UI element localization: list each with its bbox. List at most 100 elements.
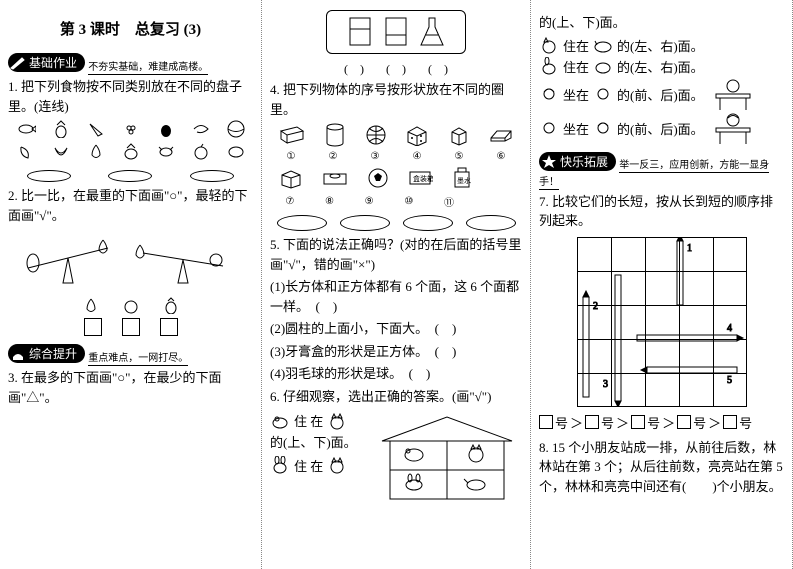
pineapple-icon (51, 120, 71, 138)
box-icon (279, 167, 303, 189)
q1-text: 1. 把下列食物按不同类别放在不同的盘子里。(连线) (8, 77, 253, 116)
pear-icon (86, 142, 106, 160)
cat-icon (539, 36, 559, 54)
eraser-icon (489, 128, 513, 142)
q3-text: 3. 在最多的下面画"○"，在最少的下面画"△"。 (8, 368, 253, 407)
q6-c1: 的(上、下)面。 (539, 13, 784, 33)
beaker-icon (345, 15, 375, 49)
pear-small-icon (81, 296, 101, 314)
label-5: ⑤ (455, 151, 464, 162)
juice-box-icon: 盒装箱 (407, 169, 433, 187)
q4-text: 4. 把下列物体的序号按形状放在不同的圈里。 (270, 80, 522, 119)
pill-comprehensive: 综合提升 (8, 344, 85, 363)
flask-icon (417, 15, 447, 49)
apple-small-icon (121, 296, 141, 314)
q6-l1-b: 的(上、下)面。 (270, 433, 366, 453)
boy-icon (539, 120, 559, 138)
grapes-icon (121, 120, 141, 138)
plate-icon (108, 170, 152, 182)
beaker-blanks: ( ) ( ) ( ) (270, 60, 522, 77)
sort-circle[interactable] (277, 215, 327, 231)
cabbage-icon (121, 142, 141, 160)
boy-icon (593, 86, 613, 104)
q4-figure: ① ② ③ ④ ⑤ ⑥ 盒装箱 墨水 ⑦ ⑧ ⑨ ⑩ ⑪ (270, 123, 522, 231)
answer-box[interactable] (84, 318, 102, 336)
banana-icon (51, 142, 71, 160)
dog-icon (593, 57, 613, 75)
section-comprehensive: 综合提升 重点难点，一网打尽。 (8, 344, 253, 365)
tissue-box-icon (322, 170, 348, 186)
shrimp-icon (191, 120, 211, 138)
desk-front-icon (710, 78, 756, 112)
answer-box[interactable] (160, 318, 178, 336)
label-9: ⑨ (365, 196, 374, 207)
answer-box[interactable] (631, 415, 645, 429)
svg-text:4: 4 (727, 323, 732, 334)
q5-3: (3)牙膏盒的形状是正方体。 ( ) (270, 342, 522, 362)
answer-box[interactable] (122, 318, 140, 336)
label-10: ⑩ (404, 196, 413, 207)
pencil-1-label: 1 (687, 243, 692, 254)
plate-icon (190, 170, 234, 182)
q5-2: (2)圆柱的上面小，下面大。 ( ) (270, 319, 522, 339)
girl-icon (593, 120, 613, 138)
q6-text: 6. 仔细观察，选出正确的答案。(画"√") (270, 387, 522, 407)
girl-icon (539, 86, 559, 104)
pill-extend: 快乐拓展 (539, 152, 616, 171)
q6-figure: 住 在 的(上、下)面。 住 在 (270, 409, 522, 507)
q6-c2: 住在 的(左、右)面。 (539, 36, 784, 55)
label-11: ⑪ (444, 194, 454, 209)
svg-text:5: 5 (727, 375, 732, 386)
eggplant-icon (156, 120, 176, 138)
pill-comp-label: 综合提升 (29, 345, 77, 362)
cat-icon (327, 412, 347, 430)
q6-l1-a: 住 在 (294, 411, 323, 430)
balance-scales-icon (8, 228, 248, 288)
label-4: ④ (413, 151, 422, 162)
rabbit-icon (270, 456, 290, 474)
q5-1: (1)长方体和正方体都有 6 个面，这 6 个面都一样。 ( ) (270, 277, 522, 316)
house-icon (372, 413, 522, 503)
q2-text: 2. 比一比，在最重的下面画"○"，最轻的下面画"√"。 (8, 186, 253, 225)
pill-basic: 基础作业 (8, 53, 85, 72)
book-icon (279, 125, 305, 145)
cylinder-icon (324, 123, 346, 147)
rabbit-icon (539, 57, 559, 75)
label-2: ② (329, 151, 338, 162)
label-8: ⑧ (325, 196, 334, 207)
apple-icon (191, 142, 211, 160)
q6-l2-a: 住 在 (294, 456, 323, 475)
label-1: ① (287, 151, 296, 162)
q6-c5: 坐在 的(前、后)面。 (539, 112, 784, 146)
q6-c4: 坐在 的(前、后)面。 (539, 78, 784, 112)
pill-comp-sub: 重点难点，一网打尽。 (88, 353, 188, 366)
dog-icon (270, 412, 290, 430)
q7-text: 7. 比较它们的长短，按从长到短的顺序排列起来。 (539, 192, 784, 231)
q5-4: (4)羽毛球的形状是球。 ( ) (270, 364, 522, 384)
paren-blank[interactable]: ( ) (386, 60, 406, 77)
sort-circle[interactable] (403, 215, 453, 231)
svg-text:盒装箱: 盒装箱 (413, 174, 433, 183)
beaker-frame (326, 10, 466, 54)
paren-blank[interactable]: ( ) (344, 60, 364, 77)
answer-box[interactable] (539, 415, 553, 429)
sort-circle[interactable] (466, 215, 516, 231)
watermelon-icon (226, 120, 246, 138)
pencil-icon (10, 56, 26, 70)
beaker-icon (381, 15, 411, 49)
answer-box[interactable] (723, 415, 737, 429)
horse-icon (593, 36, 613, 54)
carrot-icon (86, 120, 106, 138)
svg-text:2: 2 (593, 301, 598, 312)
section-extend: 快乐拓展 举一反三，应用创新，方能一显身手！ (539, 152, 784, 189)
basketball-icon (365, 124, 387, 146)
label-3: ③ (371, 151, 380, 162)
hand-icon (10, 347, 26, 361)
answer-box[interactable] (585, 415, 599, 429)
soccer-icon (367, 167, 389, 189)
plate-icon (27, 170, 71, 182)
paren-blank[interactable]: ( ) (428, 60, 448, 77)
answer-box[interactable] (677, 415, 691, 429)
sort-circle[interactable] (340, 215, 390, 231)
star-icon (541, 154, 557, 168)
